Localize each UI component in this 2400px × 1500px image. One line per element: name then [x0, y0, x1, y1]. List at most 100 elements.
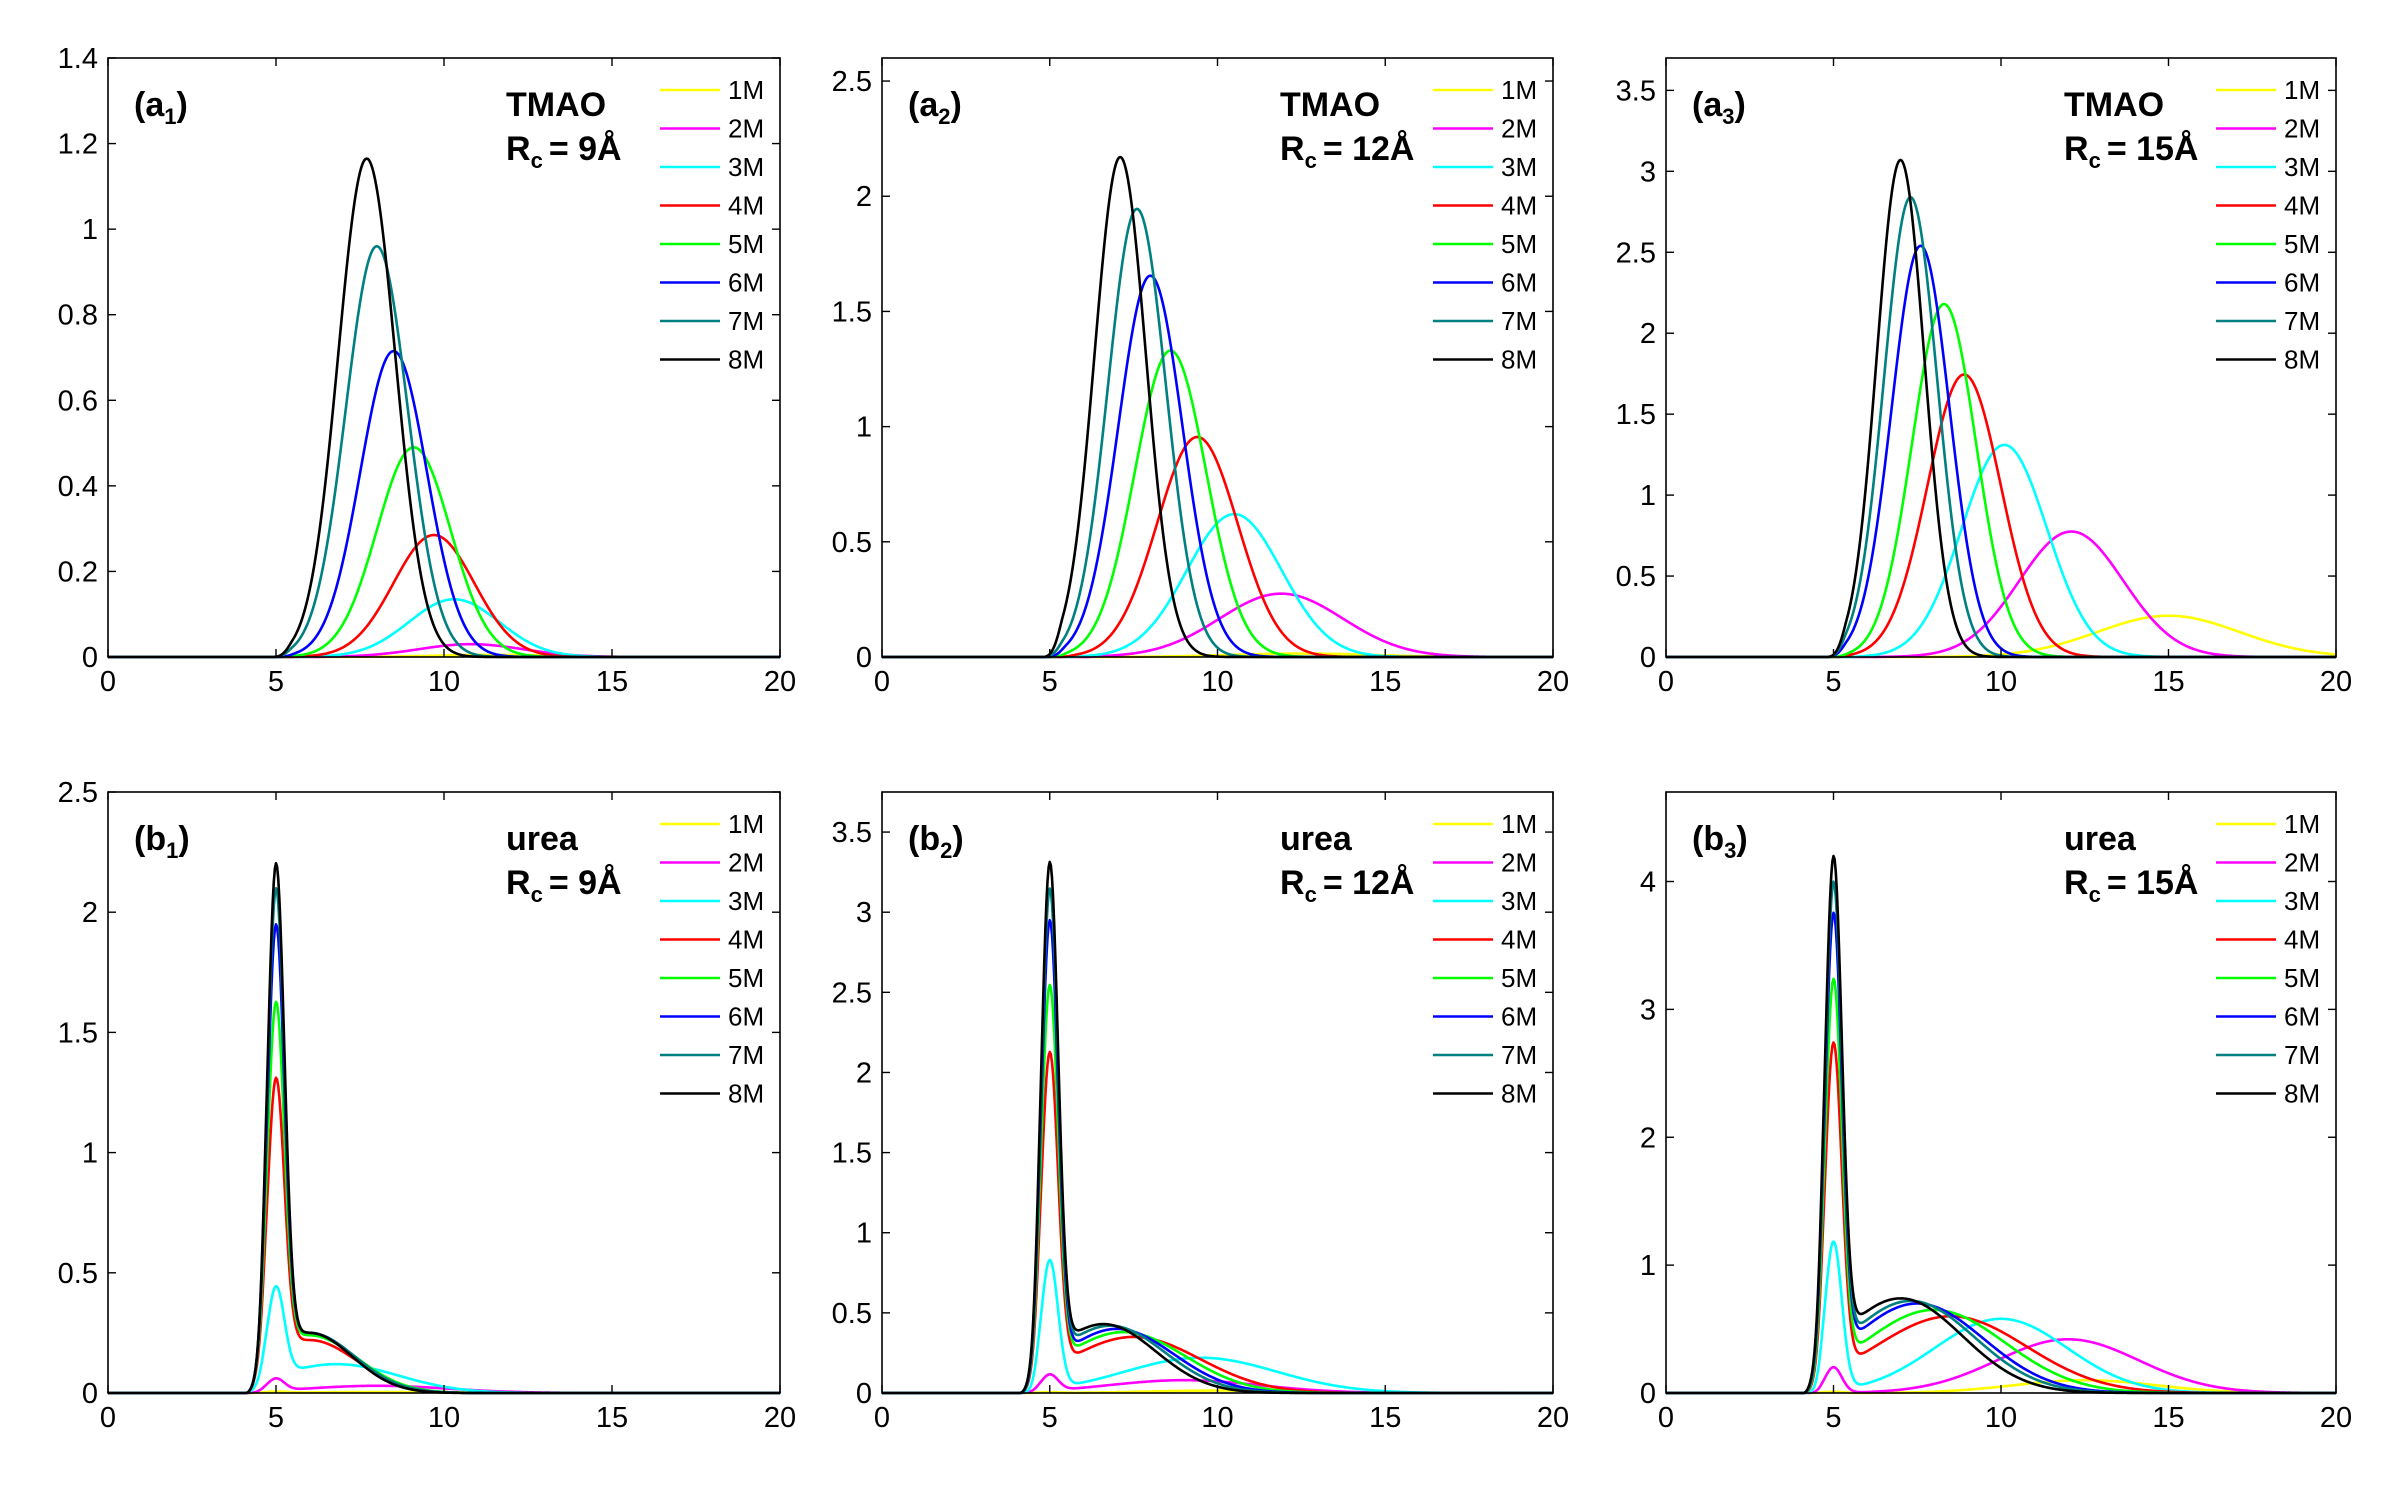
x-tick-label: 10: [428, 1402, 460, 1434]
y-tick-label: 0.5: [1616, 561, 1656, 593]
y-tick-label: 1: [82, 1138, 98, 1170]
panel-label-letter: a: [919, 86, 939, 124]
x-tick-label: 20: [764, 666, 796, 698]
panel-label-letter: a: [145, 86, 165, 124]
legend-label-2m: 2M: [1501, 848, 1537, 878]
cutoff-symbol: R: [2064, 864, 2089, 902]
y-tick-label: 1: [856, 412, 872, 444]
cutoff-subscript: c: [1305, 882, 1317, 907]
legend-label-8m: 8M: [728, 345, 764, 375]
legend-label-7m: 7M: [2284, 1040, 2320, 1070]
y-tick-label: 2.5: [832, 977, 872, 1009]
legend-label-3m: 3M: [1501, 886, 1537, 916]
y-tick-label: 0.4: [58, 471, 98, 503]
x-tick-label: 10: [428, 666, 460, 698]
cutoff-symbol: R: [1280, 130, 1305, 168]
y-tick-label: 1: [856, 1218, 872, 1250]
cutoff-value: = 9Å: [549, 130, 622, 168]
y-tick-label: 1.5: [832, 1138, 872, 1170]
x-tick-label: 0: [874, 1402, 890, 1434]
solute-annotation: urea: [2064, 820, 2137, 858]
panel-label-index: 2: [938, 104, 950, 129]
legend: 1M 2M 3M 4M 5M 6M 7M 8M: [1433, 809, 1537, 1109]
legend-label-5m: 5M: [728, 229, 764, 259]
panel-label-index: 1: [166, 838, 178, 863]
legend-label-1m: 1M: [1501, 75, 1537, 105]
legend-label-1m: 1M: [728, 809, 764, 839]
x-tick-label: 10: [1985, 666, 2017, 698]
plot-background: [108, 58, 780, 657]
y-tick-label: 3.5: [832, 817, 872, 849]
y-tick-label: 0: [82, 1378, 98, 1410]
legend-label-2m: 2M: [1501, 114, 1537, 144]
panel-label: (a3): [1692, 86, 1746, 129]
x-tick-label: 20: [2320, 666, 2352, 698]
legend-label-8m: 8M: [2284, 1079, 2320, 1109]
panel-label-open: (: [908, 86, 920, 124]
legend-label-5m: 5M: [2284, 229, 2320, 259]
legend-label-4m: 4M: [1501, 191, 1537, 221]
legend-label-4m: 4M: [728, 925, 764, 955]
x-tick-label: 0: [874, 666, 890, 698]
y-tick-label: 1.5: [58, 1017, 98, 1049]
x-tick-label: 15: [1369, 666, 1401, 698]
legend-label-3m: 3M: [2284, 152, 2320, 182]
x-tick-label: 5: [1825, 666, 1841, 698]
panel-label-letter: b: [1703, 820, 1724, 858]
legend-label-8m: 8M: [1501, 345, 1537, 375]
legend-label-8m: 8M: [728, 1079, 764, 1109]
legend-label-3m: 3M: [1501, 152, 1537, 182]
legend-label-7m: 7M: [1501, 1040, 1537, 1070]
panel-label-letter: b: [919, 820, 940, 858]
legend-label-5m: 5M: [1501, 229, 1537, 259]
legend-label-8m: 8M: [2284, 345, 2320, 375]
y-tick-label: 2: [1640, 1122, 1656, 1154]
legend-label-7m: 7M: [728, 1040, 764, 1070]
legend-label-8m: 8M: [1501, 1079, 1537, 1109]
legend-label-2m: 2M: [2284, 848, 2320, 878]
plot-area: [881, 58, 1554, 659]
x-tick-label: 5: [1042, 1402, 1058, 1434]
y-tick-label: 3: [1640, 156, 1656, 188]
cutoff-annotation: Rc = 15Å: [2064, 864, 2199, 907]
legend-label-2m: 2M: [728, 114, 764, 144]
x-tick-label: 15: [2152, 666, 2184, 698]
y-tick-label: 0.5: [832, 527, 872, 559]
cutoff-symbol: R: [2064, 130, 2089, 168]
legend-label-3m: 3M: [728, 152, 764, 182]
panel-label-open: (: [134, 86, 146, 124]
legend-label-1m: 1M: [2284, 809, 2320, 839]
y-tick-label: 4: [1640, 867, 1656, 899]
x-tick-label: 5: [268, 1402, 284, 1434]
panel-label-close: ): [952, 820, 963, 858]
legend-label-6m: 6M: [1501, 268, 1537, 298]
y-tick-label: 2: [1640, 318, 1656, 350]
legend: 1M 2M 3M 4M 5M 6M 7M 8M: [2216, 809, 2320, 1109]
cutoff-subscript: c: [531, 882, 543, 907]
y-tick-label: 0: [82, 642, 98, 674]
cutoff-value: = 12Å: [1323, 864, 1415, 902]
y-tick-label: 0: [1640, 1378, 1656, 1410]
x-tick-label: 15: [2152, 1402, 2184, 1434]
x-tick-label: 5: [1825, 1402, 1841, 1434]
panel-label-open: (: [134, 820, 146, 858]
solute-annotation: urea: [1280, 820, 1353, 858]
solute-annotation: TMAO: [2064, 86, 2164, 124]
legend-label-6m: 6M: [1501, 1002, 1537, 1032]
y-tick-label: 1: [82, 214, 98, 246]
cutoff-value: = 15Å: [2107, 130, 2199, 168]
legend-label-4m: 4M: [2284, 925, 2320, 955]
legend-label-4m: 4M: [2284, 191, 2320, 221]
cutoff-annotation: Rc = 15Å: [2064, 130, 2199, 173]
solute-annotation: urea: [506, 820, 579, 858]
y-tick-label: 0: [856, 1378, 872, 1410]
panel-label-letter: a: [1703, 86, 1723, 124]
panel-label-close: ): [1736, 820, 1747, 858]
y-tick-label: 3.5: [1616, 75, 1656, 107]
